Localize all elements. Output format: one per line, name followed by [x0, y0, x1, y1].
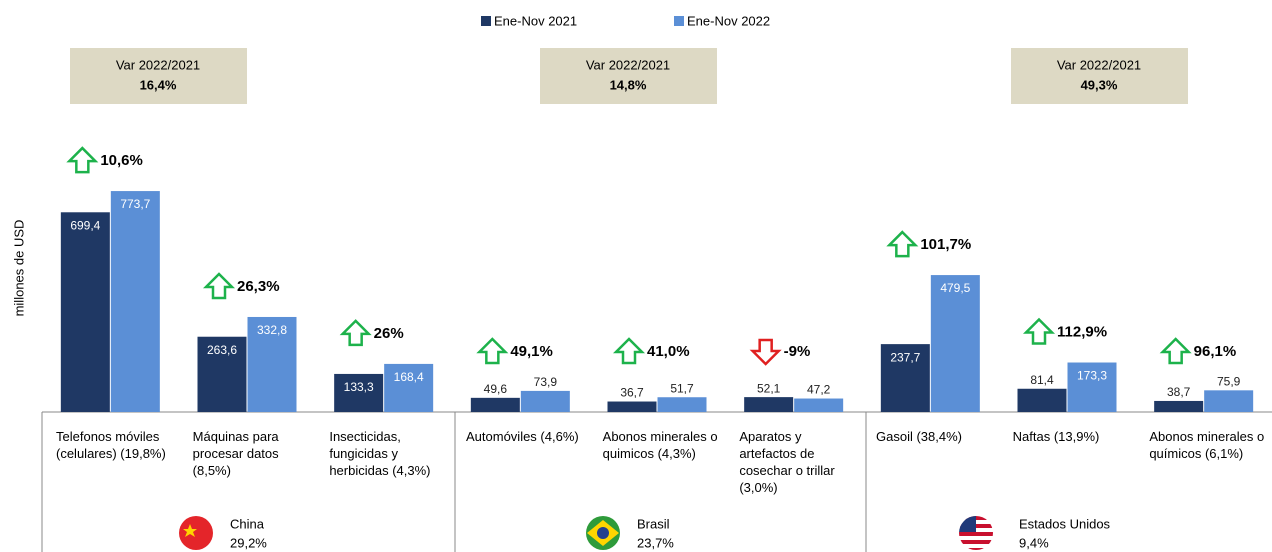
- bar: [60, 212, 110, 412]
- var-title: Var 2022/2021: [586, 57, 670, 72]
- change-arrow: [202, 272, 236, 300]
- category-label: Abonos minerales o quimicos (4,3%): [602, 429, 718, 461]
- bar: [247, 316, 297, 412]
- bar: [520, 390, 570, 412]
- category-label: Automóviles (4,6%): [466, 429, 579, 444]
- bar: [197, 336, 247, 412]
- bar: [470, 397, 520, 412]
- value-label: 52,1: [757, 381, 781, 395]
- change-label: 26,3%: [237, 278, 280, 295]
- bar: [384, 363, 434, 412]
- change-label: 49,1%: [510, 343, 553, 360]
- category-label: Insecticidas, fungicidas y herbicidas (4…: [329, 429, 431, 478]
- value-label: 38,7: [1167, 385, 1191, 399]
- legend-swatch: [674, 16, 684, 26]
- value-label: 47,2: [807, 383, 831, 397]
- category-label: Aparatos y artefactos de cosechar o tril…: [739, 429, 835, 495]
- flag-brasil: [586, 516, 620, 550]
- bar: [930, 275, 980, 412]
- var-value: 14,8%: [610, 77, 647, 92]
- category-label: Máquinas para procesar datos (8,5%): [192, 429, 279, 478]
- value-label: 49,6: [484, 382, 508, 396]
- bar: [1067, 362, 1117, 412]
- bar: [110, 191, 160, 412]
- category-label: Abonos minerales o químicos (6,1%): [1149, 429, 1265, 461]
- flag-china: [179, 516, 213, 550]
- value-label: 168,4: [394, 370, 424, 384]
- change-arrow: [1159, 337, 1192, 365]
- var-value: 16,4%: [140, 77, 177, 92]
- change-label: 101,7%: [920, 236, 971, 253]
- change-arrow: [339, 319, 372, 347]
- value-label: 237,7: [890, 350, 920, 364]
- flag-usa: [959, 516, 993, 550]
- group-name: Brasil: [637, 516, 670, 531]
- change-arrow: [886, 230, 919, 258]
- group-name: China: [230, 516, 265, 531]
- var-box: [540, 48, 717, 104]
- bar: [794, 398, 844, 412]
- value-label: 263,6: [207, 343, 237, 357]
- bar: [1154, 400, 1204, 412]
- group-share: 29,2%: [230, 535, 267, 550]
- value-label: 133,3: [344, 380, 374, 394]
- group-name: Estados Unidos: [1019, 516, 1111, 531]
- var-title: Var 2022/2021: [1057, 57, 1141, 72]
- value-label: 51,7: [670, 381, 694, 395]
- bar: [657, 397, 707, 412]
- y-axis-label: millones de USD: [11, 220, 26, 317]
- category-label: Naftas (13,9%): [1012, 429, 1100, 444]
- change-label: 26%: [374, 325, 404, 342]
- bar: [1017, 388, 1067, 412]
- value-label: 75,9: [1217, 374, 1241, 388]
- var-value: 49,3%: [1081, 77, 1118, 92]
- category-label: Telefonos móviles (celulares) (19,8%): [56, 429, 166, 461]
- legend-label: Ene-Nov 2022: [687, 13, 770, 28]
- change-arrow: [612, 337, 646, 365]
- value-label: 479,5: [940, 281, 970, 295]
- value-label: 36,7: [620, 386, 644, 400]
- value-label: 773,7: [120, 197, 150, 211]
- value-label: 173,3: [1077, 369, 1107, 383]
- change-label: 112,9%: [1057, 323, 1107, 340]
- group-share: 9,4%: [1019, 535, 1049, 550]
- group-share: 23,7%: [637, 535, 674, 550]
- value-label: 332,8: [257, 323, 287, 337]
- legend-swatch: [481, 16, 491, 26]
- var-box: [70, 48, 247, 104]
- legend-label: Ene-Nov 2021: [494, 13, 577, 28]
- change-label: -9%: [784, 343, 811, 360]
- bar: [744, 397, 794, 412]
- var-title: Var 2022/2021: [116, 57, 200, 72]
- change-arrow: [66, 146, 99, 174]
- change-arrow: [749, 338, 782, 366]
- value-label: 699,4: [70, 218, 100, 232]
- bar: [1204, 390, 1254, 412]
- value-label: 73,9: [534, 375, 558, 389]
- change-label: 96,1%: [1194, 343, 1237, 360]
- category-label: Gasoil (38,4%): [876, 429, 962, 444]
- bar: [334, 373, 384, 412]
- change-arrow: [476, 337, 509, 365]
- bar: [607, 401, 657, 412]
- change-label: 10,6%: [100, 152, 143, 169]
- change-label: 41,0%: [647, 343, 690, 360]
- var-box: [1011, 48, 1188, 104]
- change-arrow: [1022, 317, 1056, 345]
- bar: [880, 344, 930, 412]
- value-label: 81,4: [1030, 373, 1054, 387]
